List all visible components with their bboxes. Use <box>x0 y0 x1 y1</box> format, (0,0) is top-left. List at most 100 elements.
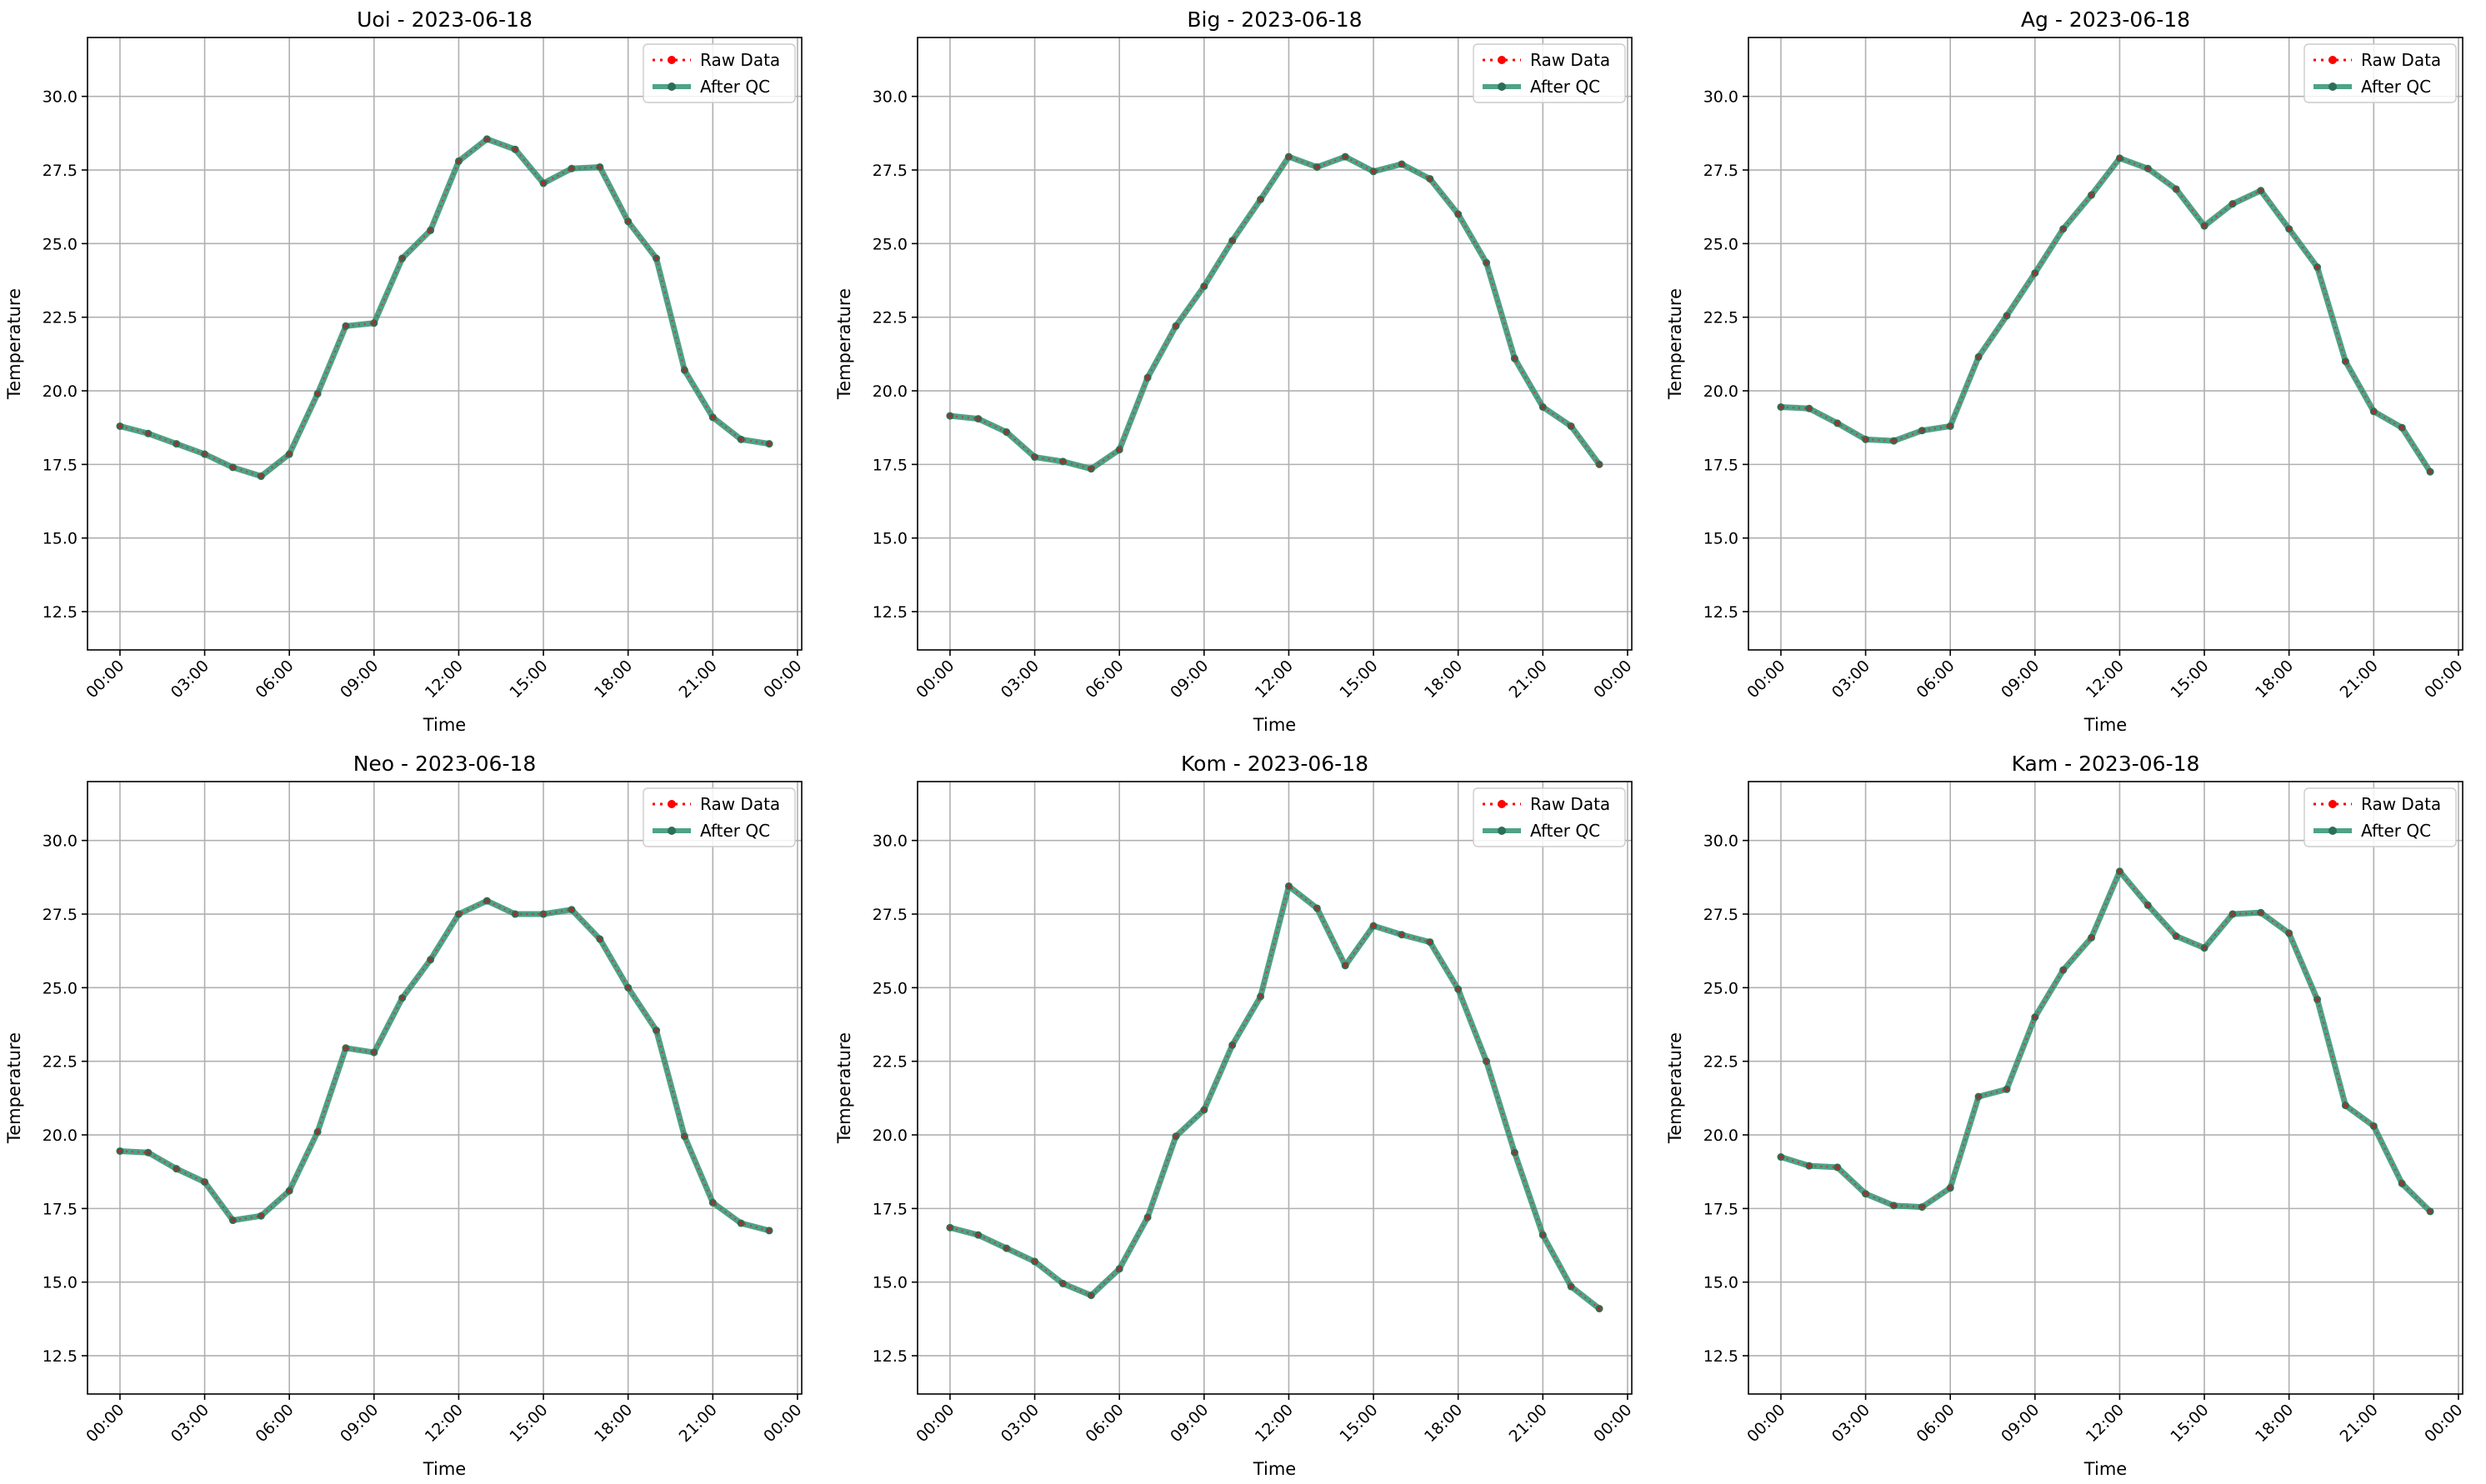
raw-data-point <box>2258 910 2263 915</box>
x-tick-label: 06:00 <box>1913 657 1958 702</box>
chart-title: Uoi - 2023-06-18 <box>357 7 533 32</box>
raw-data-point <box>428 228 433 232</box>
raw-data-point <box>1778 1155 1783 1159</box>
raw-data-point <box>1371 169 1376 174</box>
after-qc-point <box>1284 882 1293 890</box>
x-axis-label: Time <box>423 715 466 735</box>
raw-data-point <box>1540 1232 1545 1237</box>
after-qc-point <box>1257 195 1265 203</box>
y-tick-label: 25.0 <box>873 979 908 997</box>
chart-title: Kam - 2023-06-18 <box>2012 752 2200 776</box>
legend: Raw Data After QC <box>1473 43 1626 103</box>
x-tick-label: 03:00 <box>168 1401 213 1446</box>
x-tick-label: 09:00 <box>337 1401 382 1446</box>
raw-data-point <box>2173 934 2178 938</box>
after-qc-point <box>1538 1231 1547 1239</box>
after-qc-point <box>680 366 688 374</box>
raw-data-point <box>598 937 603 942</box>
after-qc-point <box>1974 1092 1983 1101</box>
legend-after-qc-marker <box>1498 827 1506 835</box>
legend-label-after-qc: After QC <box>1530 77 1600 97</box>
raw-data-point <box>513 912 518 917</box>
y-tick-label: 15.0 <box>43 1274 78 1292</box>
raw-data-point <box>948 413 953 418</box>
x-axis-label: Time <box>1253 1459 1296 1479</box>
x-tick-label: 00:00 <box>1590 657 1635 702</box>
raw-data-point <box>287 1188 292 1193</box>
after-qc-point <box>1426 938 1434 947</box>
y-axis-label: Temperature <box>834 288 854 400</box>
series-raw-data-line <box>1780 869 2431 1212</box>
raw-data-point <box>1202 1107 1207 1112</box>
after-qc-point <box>765 1227 773 1235</box>
legend-raw-data-marker <box>1498 800 1506 808</box>
x-tick-label: 18:00 <box>1421 657 1466 702</box>
raw-data-point <box>1597 1307 1602 1311</box>
y-tick-label: 20.0 <box>873 382 908 401</box>
raw-data-point <box>1484 260 1488 265</box>
raw-data-point <box>2118 156 2122 161</box>
after-qc-point <box>708 413 717 422</box>
x-tick-label: 21:00 <box>676 1401 721 1446</box>
after-qc-point <box>1483 1057 1491 1066</box>
raw-data-point <box>1484 1059 1488 1064</box>
y-axis-label: Temperature <box>4 1032 24 1144</box>
raw-data-point <box>1892 1203 1896 1208</box>
x-tick-label: 00:00 <box>760 1401 805 1446</box>
x-tick-label: 21:00 <box>2337 1401 2382 1446</box>
x-tick-label: 12:00 <box>2083 657 2128 702</box>
after-qc-point <box>737 435 745 443</box>
series-raw-data-line <box>119 899 770 1232</box>
raw-data-point <box>2004 313 2009 318</box>
series-after-qc-line <box>117 897 773 1234</box>
after-qc-point <box>2003 1085 2011 1093</box>
raw-data-point <box>1230 1042 1235 1047</box>
y-tick-label: 30.0 <box>1703 88 1738 107</box>
y-tick-label: 25.0 <box>43 979 78 997</box>
x-tick-label: 15:00 <box>2167 657 2212 702</box>
legend: Raw Data After QC <box>2303 43 2457 103</box>
y-tick-label: 17.5 <box>1703 456 1738 474</box>
y-tick-label: 27.5 <box>43 906 78 924</box>
after-qc-point <box>1313 162 1321 171</box>
legend: Raw Data After QC <box>643 787 796 847</box>
raw-data-point <box>400 996 405 1001</box>
after-qc-point <box>1454 985 1463 993</box>
after-qc-point <box>201 450 209 458</box>
y-tick-label: 15.0 <box>873 530 908 548</box>
y-axis-label: Temperature <box>1665 288 1685 400</box>
raw-data-point <box>1314 165 1319 169</box>
x-tick-label: 03:00 <box>998 1401 1043 1446</box>
raw-data-point <box>2315 265 2319 270</box>
raw-data-point <box>2230 202 2235 207</box>
raw-data-point <box>1976 355 1981 359</box>
x-tick-label: 03:00 <box>1828 657 1873 702</box>
x-tick-label: 00:00 <box>83 1401 128 1446</box>
axes-frame <box>917 781 1633 1395</box>
y-tick-label: 27.5 <box>873 906 908 924</box>
raw-data-point <box>1513 356 1517 361</box>
after-qc-point <box>2313 263 2322 272</box>
after-qc-point <box>454 910 463 918</box>
raw-data-point <box>2230 912 2235 917</box>
y-tick-label: 30.0 <box>43 88 78 107</box>
raw-data-point <box>2004 1087 2009 1092</box>
raw-data-point <box>2343 1103 2348 1108</box>
y-tick-label: 27.5 <box>43 162 78 180</box>
raw-data-point <box>2399 1181 2404 1186</box>
raw-data-point <box>203 1180 207 1184</box>
raw-data-point <box>1863 437 1868 442</box>
raw-data-point <box>767 1228 772 1233</box>
raw-data-point <box>1088 467 1093 472</box>
x-tick-label: 00:00 <box>2421 1401 2466 1446</box>
after-qc-point <box>1862 435 1870 443</box>
after-qc-point <box>1889 1202 1898 1210</box>
legend-after-qc-marker <box>2328 827 2337 835</box>
axes-frame <box>87 37 803 651</box>
raw-data-point <box>1428 940 1433 944</box>
legend-label-raw-data: Raw Data <box>2361 50 2441 70</box>
y-tick-label: 15.0 <box>1703 530 1738 548</box>
raw-data-point <box>1919 428 1924 433</box>
after-qc-point <box>1398 160 1406 168</box>
